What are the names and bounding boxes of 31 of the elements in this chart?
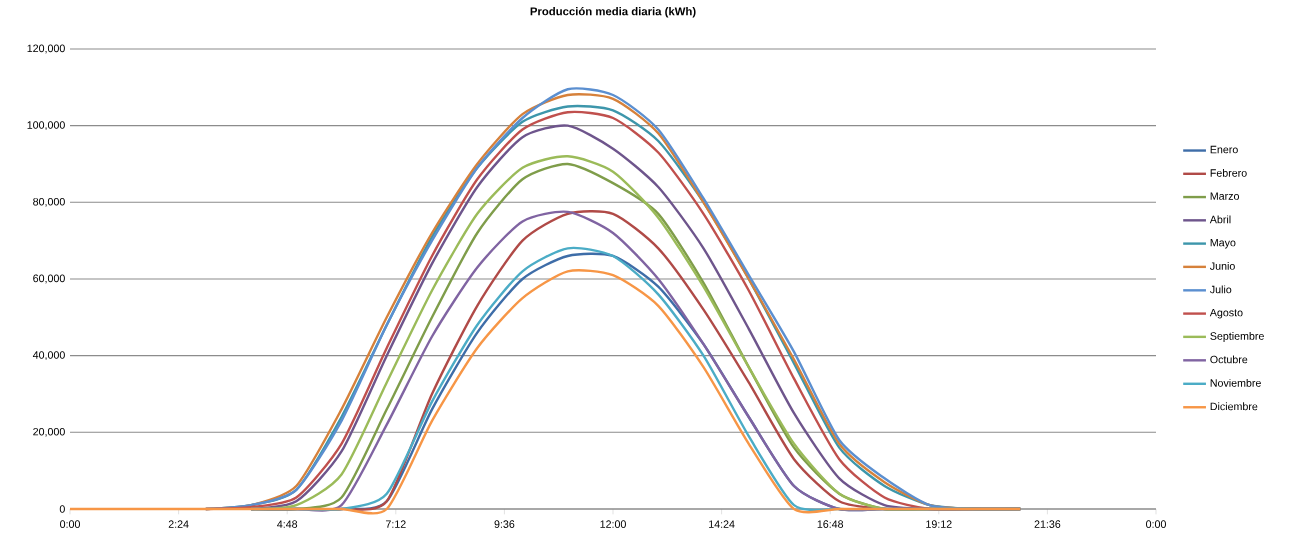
legend-label: Mayo [1210,238,1236,249]
y-tick-label: 40,000 [32,351,65,361]
legend-label: Septiembre [1210,331,1264,342]
legend-label: Febrero [1210,168,1247,177]
legend-label: Octubre [1210,355,1248,364]
x-tick-label: 16:48 [817,520,844,528]
y-tick-label: 0 [59,505,65,513]
x-tick-label: 14:24 [709,520,735,528]
legend-label: Marzo [1210,192,1239,200]
y-tick-label: 20,000 [33,427,65,437]
legend-label: Diciembre [1210,402,1258,411]
legend-label: Junio [1209,261,1235,270]
legend-label: Julio [1209,285,1232,294]
x-tick-label: 0:00 [60,520,80,528]
y-tick-label: 80,000 [33,197,65,207]
x-tick-label: 4:48 [277,520,298,528]
x-tick-label: 9:36 [494,520,515,528]
legend-label: Enero [1210,145,1238,154]
legend-label: Agosto [1209,308,1243,319]
x-tick-label: 21:36 [1034,520,1061,528]
legend-label: Noviembre [1210,378,1261,387]
x-tick-label: 0:00 [1146,520,1166,528]
legend-label: Abril [1209,215,1231,224]
y-tick-label: 100,000 [27,121,65,131]
x-tick-label: 2:24 [168,520,189,528]
y-tick-label: 60,000 [33,274,65,284]
x-tick-label: 19:12 [926,520,952,528]
x-tick-label: 12:00 [600,520,626,528]
y-tick-label: 120,000 [27,44,65,54]
chart-title: Producción media diaria (kWh) [530,6,696,18]
x-tick-label: 7:12 [385,520,406,528]
